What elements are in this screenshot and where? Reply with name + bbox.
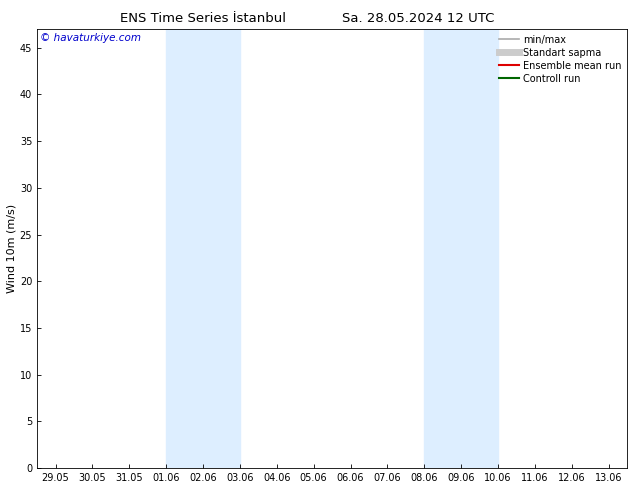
- Y-axis label: Wind 10m (m/s): Wind 10m (m/s): [7, 204, 17, 293]
- Bar: [424, 29, 498, 468]
- Legend: min/max, Standart sapma, Ensemble mean run, Controll run: min/max, Standart sapma, Ensemble mean r…: [496, 31, 625, 88]
- Bar: [166, 29, 240, 468]
- Text: © havaturkiye.com: © havaturkiye.com: [40, 33, 141, 44]
- Text: ENS Time Series İstanbul: ENS Time Series İstanbul: [120, 12, 286, 25]
- Text: Sa. 28.05.2024 12 UTC: Sa. 28.05.2024 12 UTC: [342, 12, 495, 25]
